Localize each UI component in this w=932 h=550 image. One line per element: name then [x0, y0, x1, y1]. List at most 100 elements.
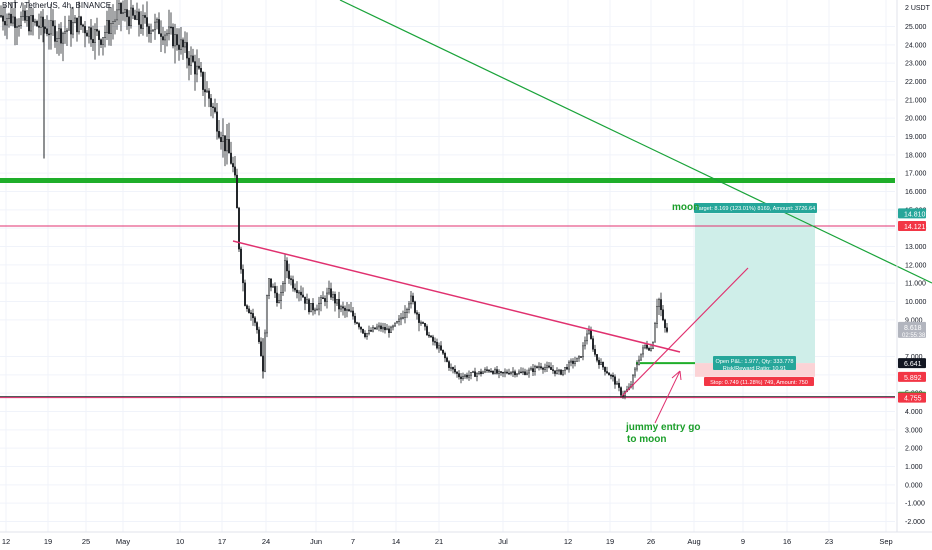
candle-body [250, 312, 252, 314]
candle-body [536, 366, 538, 368]
candle-body [446, 357, 448, 362]
candle-body [296, 289, 298, 294]
candle-body [108, 20, 110, 34]
candle-body [276, 292, 278, 303]
candle-body [134, 15, 136, 20]
candle-body [604, 366, 606, 372]
candle-body [122, 12, 124, 14]
candle-body [24, 10, 26, 21]
y-tick-label: 20.000 [905, 116, 927, 123]
candle-body [268, 278, 270, 296]
candle-body [504, 371, 506, 374]
candle-body [148, 26, 150, 34]
candle-body [156, 19, 158, 23]
candle-body [60, 28, 62, 44]
candle-body [126, 9, 128, 18]
candle-body [218, 131, 220, 138]
y-tick-label: 10.000 [905, 299, 927, 306]
candle-body [324, 298, 326, 302]
candle-body [22, 10, 24, 17]
candle-body [368, 330, 370, 334]
candle-body [336, 299, 338, 304]
candle-body [610, 374, 612, 377]
candle-body [394, 322, 396, 327]
candle-body [444, 353, 446, 359]
candle-body [398, 318, 400, 322]
y-tick-label: 2.000 [905, 446, 923, 453]
candle-body [422, 322, 424, 324]
candle-body [38, 25, 40, 28]
x-tick-label: 25 [82, 537, 90, 546]
candle-body [666, 327, 668, 332]
candle-body [316, 308, 318, 311]
x-tick-label: 19 [606, 537, 614, 546]
candle-body [438, 345, 440, 349]
candle-body [146, 17, 148, 27]
candle-body [48, 33, 50, 36]
candle-body [588, 330, 590, 335]
candle-body [448, 361, 450, 368]
candle-body [500, 371, 502, 373]
candle-body [658, 299, 660, 307]
candle-body [222, 135, 224, 142]
candle-body [418, 314, 420, 323]
candle-body [214, 107, 216, 113]
candle-body [566, 367, 568, 370]
candle-body [460, 376, 462, 379]
candle-body [198, 65, 200, 69]
candle-body [4, 21, 6, 26]
candle-body [506, 371, 508, 374]
candle-body [200, 68, 202, 73]
candle-body [456, 371, 458, 374]
candle-body [360, 326, 362, 330]
candle-body [458, 373, 460, 378]
y-tick-label: -2.000 [905, 519, 925, 526]
candle-body [564, 367, 566, 371]
candle-body [576, 357, 578, 362]
y-tick-label: -1.000 [905, 501, 925, 508]
candle-body [488, 369, 490, 372]
candle-body [592, 338, 594, 350]
candle-body [586, 333, 588, 342]
candle-body [402, 317, 404, 319]
candle-body [392, 325, 394, 328]
open-label-text: Open P&L: 1.977, Qty: 333.778 [715, 359, 793, 365]
candle-body [300, 291, 302, 296]
candle-body [164, 34, 166, 41]
candle-body [348, 309, 350, 312]
candle-body [382, 327, 384, 330]
candle-body [54, 25, 56, 42]
symbol-title: BNT / TetherUS, 4h, BINANCE [2, 1, 112, 10]
x-tick-label: 7 [351, 537, 355, 546]
y-tick-label: 25.000 [905, 24, 927, 31]
price-label-text: 6.641 [904, 361, 922, 368]
candle-body [404, 312, 406, 318]
candle-body [452, 367, 454, 370]
candle-body [410, 295, 412, 305]
candle-body [274, 286, 276, 294]
price-axis[interactable]: 2 USDT 25.000 24.000 23.000 22.000 21.000 20.0… [896, 0, 931, 532]
candle-body [650, 348, 652, 351]
candle-body [538, 366, 540, 368]
candle-body [118, 2, 120, 11]
candle-body [338, 299, 340, 310]
candle-body [202, 71, 204, 90]
candle-body [116, 9, 118, 21]
price-label-box [898, 208, 926, 219]
candle-body [400, 317, 402, 320]
candle-body [70, 20, 72, 35]
candle-body [598, 360, 600, 365]
open-label-text: Risk/Reward Ratio: 10.91 [723, 366, 786, 372]
candle-body [18, 25, 20, 27]
candle-body [192, 55, 194, 62]
time-axis[interactable]: 12 19 25 May 10 17 24 Jun 7 14 21 Jul 12 19 26 Aug 9 16 23… [0, 531, 932, 546]
candle-body [254, 317, 256, 323]
candle-body [288, 270, 290, 279]
candle-body [270, 278, 272, 288]
x-tick-label: 17 [218, 537, 226, 546]
candle-body [574, 361, 576, 364]
y-tick-label: 17.000 [905, 171, 927, 178]
candle-body [508, 372, 510, 375]
candle-body [248, 308, 250, 313]
